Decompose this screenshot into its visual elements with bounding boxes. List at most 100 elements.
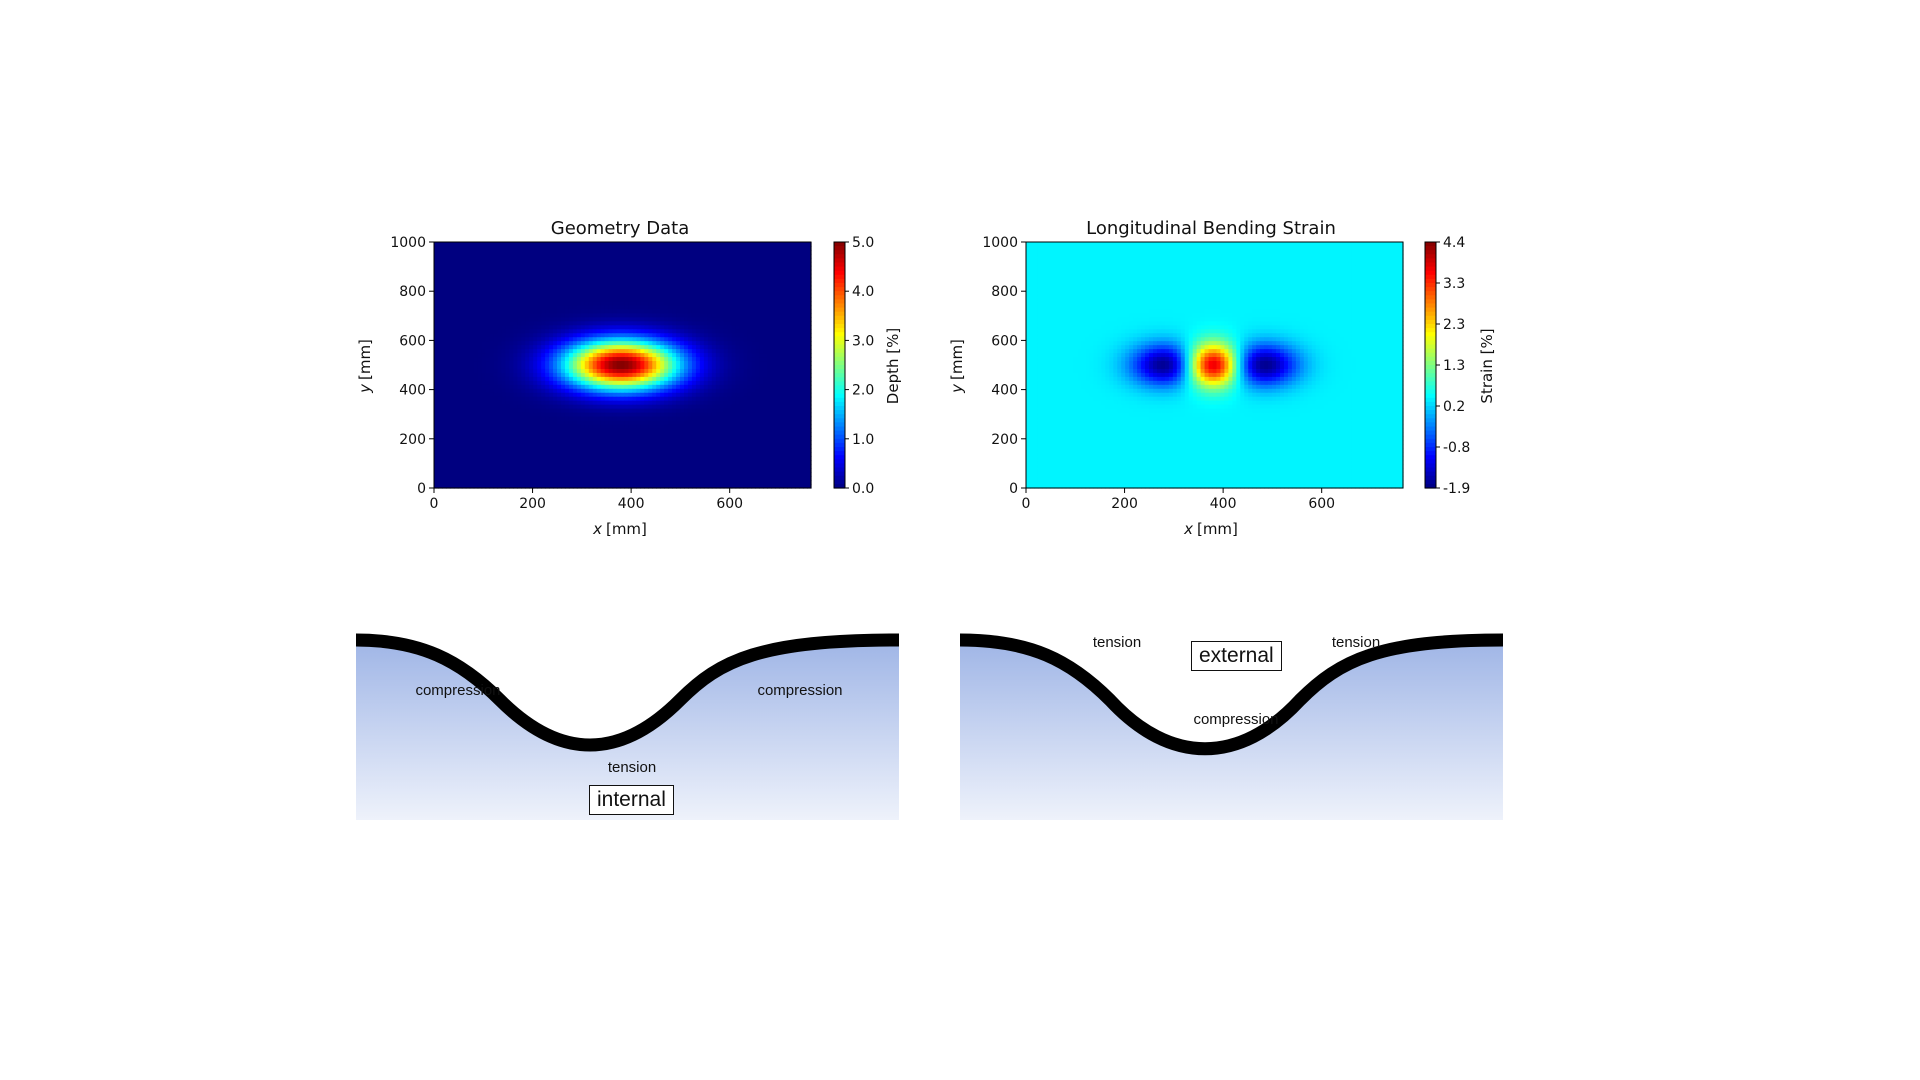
heatmap-cell (807, 285, 812, 291)
heatmap-cell (684, 400, 689, 406)
heatmap-cell (453, 321, 459, 326)
heatmap-cell (564, 448, 570, 453)
heatmap-cell (783, 253, 788, 259)
heatmap-cell (807, 301, 812, 307)
heatmap-cell (434, 376, 439, 382)
heatmap-cell (779, 420, 784, 426)
heatmap-cell (628, 325, 634, 330)
heatmap-cell (477, 305, 483, 311)
heatmap-cell (656, 408, 661, 414)
heatmap-cell (711, 257, 717, 263)
heatmap-cell (715, 313, 721, 318)
heatmap-cell (564, 376, 570, 382)
heatmap-cell (624, 293, 630, 299)
heatmap-cell (668, 253, 673, 259)
heatmap-cell (624, 301, 630, 307)
heatmap-cell (505, 321, 510, 326)
heatmap-cell (632, 253, 637, 259)
heatmap-cell (501, 333, 507, 338)
heatmap-cell (648, 392, 653, 398)
heatmap-cell (572, 353, 578, 358)
heatmap-cell (791, 396, 796, 402)
heatmap-cell (620, 253, 626, 259)
heatmap-cell (564, 257, 570, 263)
heatmap-cell (521, 325, 526, 330)
heatmap-cell (763, 408, 768, 414)
heatmap-cell (783, 242, 788, 247)
heatmap-cell (763, 428, 768, 434)
heatmap-cell (723, 293, 729, 299)
heatmap-cell (545, 349, 550, 354)
heatmap-cell (711, 404, 717, 410)
heatmap-cell (596, 341, 602, 346)
heatmap-cell (656, 273, 661, 279)
heatmap-cell (763, 380, 768, 386)
heatmap-cell (644, 416, 649, 422)
heatmap-cell (652, 400, 657, 406)
heatmap-cell (676, 404, 681, 410)
heatmap-cell (592, 289, 598, 295)
heatmap-cell (636, 317, 641, 322)
heatmap-cell (747, 424, 753, 430)
heatmap-cell (477, 285, 483, 291)
heatmap-cell (791, 281, 796, 287)
heatmap-cell (620, 285, 626, 291)
heatmap-cell (620, 412, 626, 418)
heatmap-cell (445, 297, 451, 303)
heatmap-cell (628, 329, 634, 334)
heatmap-cell (481, 269, 487, 275)
heatmap-cell (537, 384, 542, 390)
heatmap-cell (493, 440, 499, 445)
heatmap-cell (592, 349, 598, 354)
heatmap-cell (684, 392, 689, 398)
heatmap-cell (572, 440, 578, 445)
heatmap-cell (465, 361, 471, 366)
heatmap-cell (680, 412, 685, 418)
heatmap-cell (795, 277, 800, 283)
heatmap-cell (715, 249, 721, 255)
heatmap-cell (795, 253, 800, 259)
heatmap-cell (660, 412, 665, 418)
heatmap-cell (695, 285, 701, 291)
heatmap-cell (465, 404, 471, 410)
heatmap-cell (541, 349, 546, 354)
heatmap-cell (560, 424, 566, 430)
heatmap-cell (763, 317, 768, 322)
heatmap-cell (449, 408, 455, 414)
heatmap-cell (727, 420, 733, 426)
heatmap-cell (711, 388, 717, 394)
heatmap-cell (604, 257, 610, 263)
heatmap-cell (727, 440, 733, 445)
heatmap-cell (489, 289, 495, 295)
heatmap-cell (648, 384, 653, 390)
heatmap-cell (453, 416, 459, 422)
heatmap-cell (537, 341, 542, 346)
heatmap-cell (807, 368, 812, 374)
heatmap-cell (687, 313, 693, 318)
heatmap-cell (608, 392, 614, 398)
heatmap-cell (660, 257, 665, 263)
heatmap-cell (445, 420, 451, 426)
heatmap-cell (656, 333, 661, 338)
heatmap-cell (632, 249, 637, 255)
heatmap-cell (747, 376, 753, 382)
heatmap-cell (501, 281, 507, 287)
heatmap-cell (660, 305, 665, 311)
heatmap-cell (620, 396, 626, 402)
heatmap-cell (660, 333, 665, 338)
heatmap-cell (620, 301, 626, 307)
heatmap-cell (549, 305, 554, 311)
heatmap-cell (584, 261, 590, 267)
heatmap-cell (564, 357, 570, 362)
heatmap-cell (509, 333, 514, 338)
heatmap-cell (584, 253, 590, 259)
heatmap-cell (437, 420, 443, 426)
heatmap-cell (652, 368, 657, 374)
heatmap-cell (676, 325, 681, 330)
heatmap-cell (541, 416, 546, 422)
heatmap-cell (695, 337, 701, 342)
heatmap-cell (644, 341, 649, 346)
heatmap-cell (759, 265, 764, 271)
heatmap-cell (434, 329, 439, 334)
heatmap-cell (545, 329, 550, 334)
